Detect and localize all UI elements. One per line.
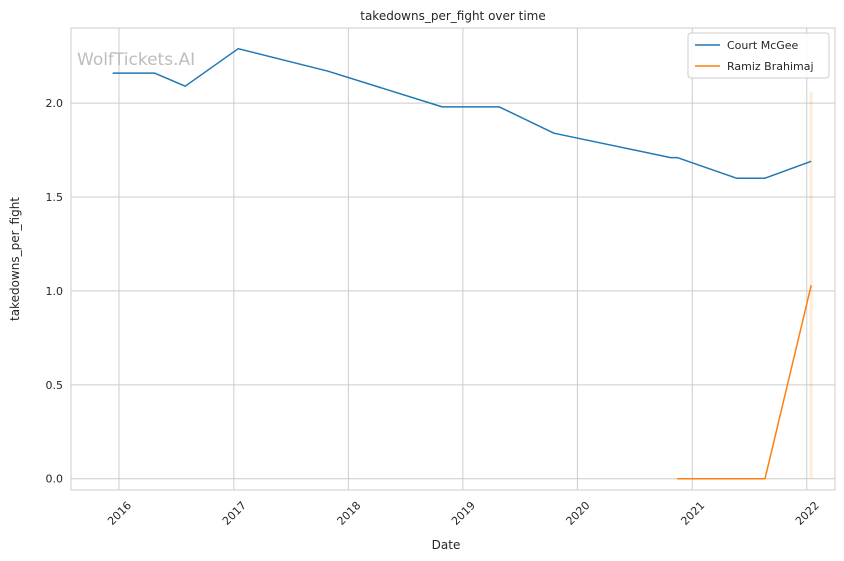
data-point-ramiz-brahimaj <box>764 478 766 480</box>
data-point-court-mcgee <box>764 177 766 179</box>
legend-box <box>687 32 830 79</box>
chart-title: takedowns_per_fight over time <box>360 9 546 23</box>
data-point-court-mcgee <box>553 132 555 134</box>
x-tick-label: 2019 <box>449 499 478 528</box>
data-point-court-mcgee <box>498 106 500 108</box>
series-line-ramiz-brahimaj <box>677 285 812 480</box>
data-point-ramiz-brahimaj <box>735 478 737 480</box>
x-axis-title: Date <box>432 538 461 552</box>
data-point-court-mcgee <box>669 156 671 158</box>
y-axis-ticks: 0.0 0.5 1.0 1.5 2.0 <box>46 97 64 486</box>
legend: Court McGee Ramiz Brahimaj <box>687 32 830 79</box>
data-point-court-mcgee <box>735 177 737 179</box>
legend-label-ramiz-brahimaj: Ramiz Brahimaj <box>727 60 814 73</box>
plot-area <box>70 27 836 491</box>
data-point-court-mcgee <box>112 72 114 74</box>
data-point-ramiz-brahimaj <box>676 478 678 480</box>
data-point-court-mcgee <box>441 106 443 108</box>
data-point-court-mcgee <box>676 156 678 158</box>
data-point-court-mcgee <box>237 47 239 49</box>
y-tick-label: 0.0 <box>46 473 64 486</box>
legend-label-court-mcgee: Court McGee <box>727 39 799 52</box>
y-tick-label: 1.5 <box>46 191 64 204</box>
x-tick-label: 2017 <box>220 499 249 528</box>
series-line-court-mcgee <box>112 47 812 179</box>
data-point-court-mcgee <box>184 85 186 87</box>
grid <box>71 28 835 490</box>
x-tick-label: 2020 <box>564 499 593 528</box>
x-tick-label: 2022 <box>793 499 822 528</box>
y-tick-label: 0.5 <box>46 379 64 392</box>
watermark: WolfTickets.AI <box>77 50 195 70</box>
series-layer <box>112 47 813 480</box>
x-tick-label: 2018 <box>334 499 363 528</box>
y-tick-label: 1.0 <box>46 285 64 298</box>
x-axis-ticks: 2016 2017 2018 2019 2020 2021 2022 <box>105 499 822 528</box>
x-tick-label: 2016 <box>105 499 134 528</box>
y-axis-title: takedowns_per_fight <box>8 197 22 321</box>
y-tick-label: 2.0 <box>46 97 64 110</box>
data-point-ramiz-brahimaj <box>810 284 812 286</box>
data-point-court-mcgee <box>153 72 155 74</box>
x-tick-label: 2021 <box>678 499 707 528</box>
data-point-court-mcgee <box>327 70 329 72</box>
